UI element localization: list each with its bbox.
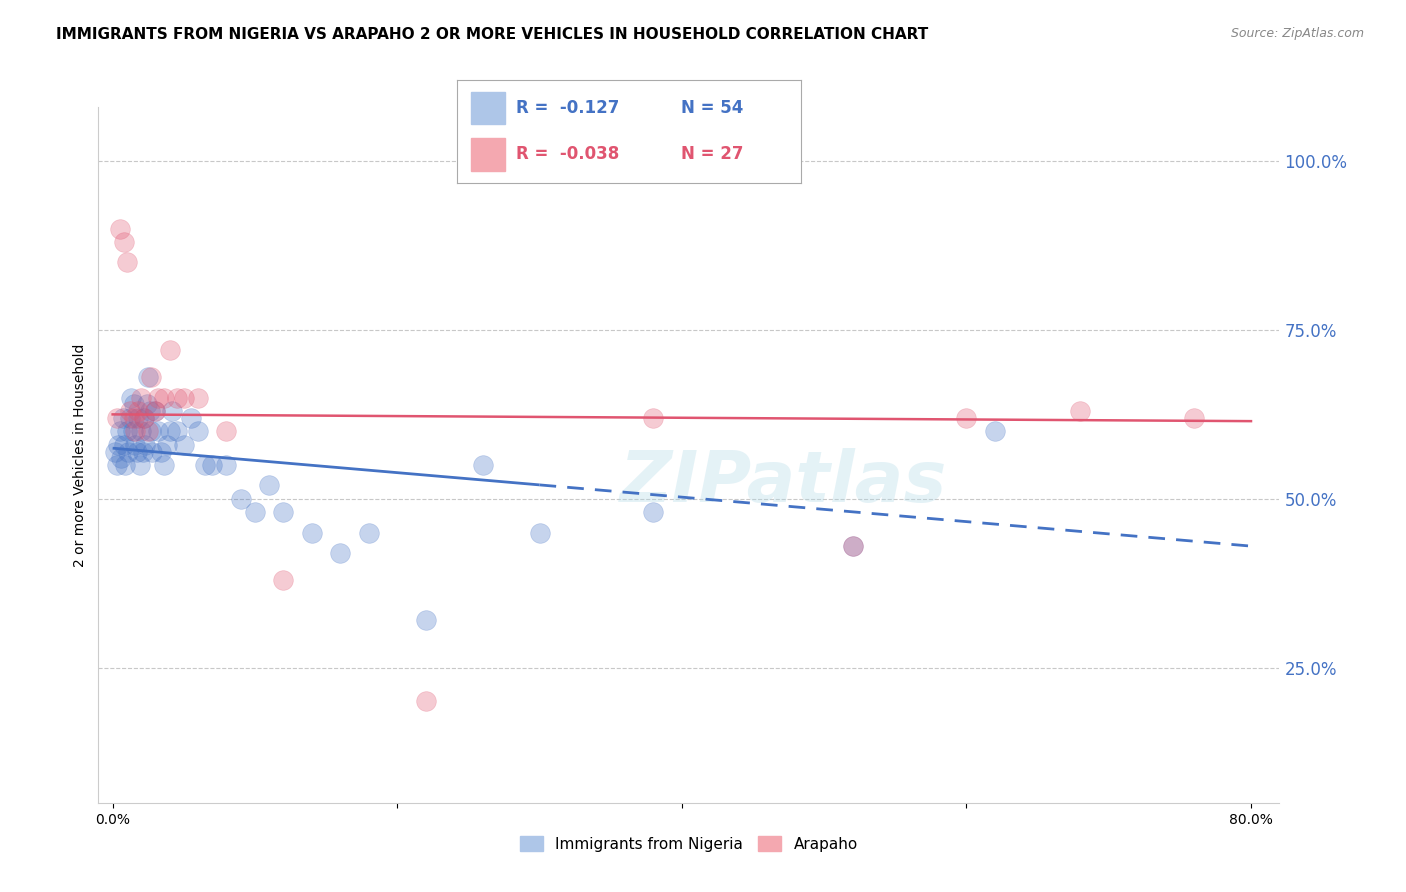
Point (125, 444, 148, 458)
Point (187, 424, 209, 438)
Point (141, 444, 163, 458)
Text: N = 54: N = 54 (681, 99, 744, 117)
Point (301, 525, 323, 540)
Point (118, 410, 141, 425)
Point (110, 451, 132, 466)
Text: N = 27: N = 27 (681, 145, 744, 163)
Point (955, 410, 977, 425)
Point (115, 255, 138, 269)
Point (471, 458, 494, 472)
Point (273, 505, 295, 519)
Y-axis label: 2 or more Vehicles in Household: 2 or more Vehicles in Household (73, 343, 87, 566)
Legend: Immigrants from Nigeria, Arapaho: Immigrants from Nigeria, Arapaho (515, 830, 863, 858)
Point (127, 410, 149, 425)
Point (148, 424, 170, 438)
Point (139, 424, 162, 438)
Point (118, 404, 141, 418)
Text: IMMIGRANTS FROM NIGERIA VS ARAPAHO 2 OR MORE VEHICLES IN HOUSEHOLD CORRELATION C: IMMIGRANTS FROM NIGERIA VS ARAPAHO 2 OR … (56, 27, 928, 42)
Point (129, 391, 152, 405)
Point (841, 539, 863, 553)
Point (136, 370, 159, 384)
Point (115, 424, 138, 438)
Point (120, 391, 142, 405)
Point (139, 370, 162, 384)
Point (105, 410, 128, 425)
Point (180, 410, 202, 425)
Point (215, 424, 238, 438)
Point (159, 424, 181, 438)
Point (357, 525, 380, 540)
Point (156, 438, 179, 452)
Point (112, 438, 135, 452)
Point (229, 491, 252, 506)
Point (121, 424, 143, 438)
Point (122, 410, 145, 425)
Point (643, 505, 665, 519)
Point (173, 438, 195, 452)
Point (128, 458, 150, 472)
Point (841, 539, 863, 553)
Point (112, 235, 135, 249)
Point (122, 397, 145, 411)
Point (1069, 404, 1091, 418)
Point (984, 424, 1007, 438)
Point (117, 444, 139, 458)
Point (105, 458, 128, 472)
Point (129, 424, 152, 438)
Point (415, 694, 437, 708)
FancyBboxPatch shape (471, 92, 505, 124)
Point (201, 458, 224, 472)
Point (134, 438, 156, 452)
Point (104, 444, 127, 458)
Point (124, 438, 146, 452)
Point (135, 397, 157, 411)
Point (143, 404, 166, 418)
Point (153, 458, 176, 472)
Point (273, 573, 295, 587)
Point (131, 444, 153, 458)
Point (159, 343, 181, 358)
Point (114, 458, 136, 472)
Point (1182, 410, 1205, 425)
Text: R =  -0.038: R = -0.038 (516, 145, 619, 163)
Point (136, 424, 159, 438)
Text: R =  -0.127: R = -0.127 (516, 99, 619, 117)
Point (415, 614, 437, 628)
Point (138, 404, 160, 418)
Point (162, 404, 184, 418)
Point (108, 424, 131, 438)
Point (257, 478, 280, 492)
Text: Source: ZipAtlas.com: Source: ZipAtlas.com (1230, 27, 1364, 40)
Point (148, 391, 170, 405)
Point (150, 444, 173, 458)
Text: ZIPatlas: ZIPatlas (620, 449, 948, 517)
Point (643, 410, 665, 425)
Point (215, 458, 238, 472)
Point (173, 391, 195, 405)
Point (329, 546, 352, 560)
Point (153, 391, 176, 405)
Point (187, 391, 209, 405)
Point (166, 391, 188, 405)
Point (111, 410, 134, 425)
Point (108, 221, 131, 235)
Point (124, 424, 146, 438)
Point (166, 424, 188, 438)
Point (127, 404, 149, 418)
Point (243, 505, 266, 519)
Point (143, 404, 166, 418)
Point (194, 458, 217, 472)
Point (107, 438, 129, 452)
Point (132, 410, 155, 425)
Point (529, 525, 551, 540)
FancyBboxPatch shape (471, 137, 505, 170)
Point (132, 410, 155, 425)
